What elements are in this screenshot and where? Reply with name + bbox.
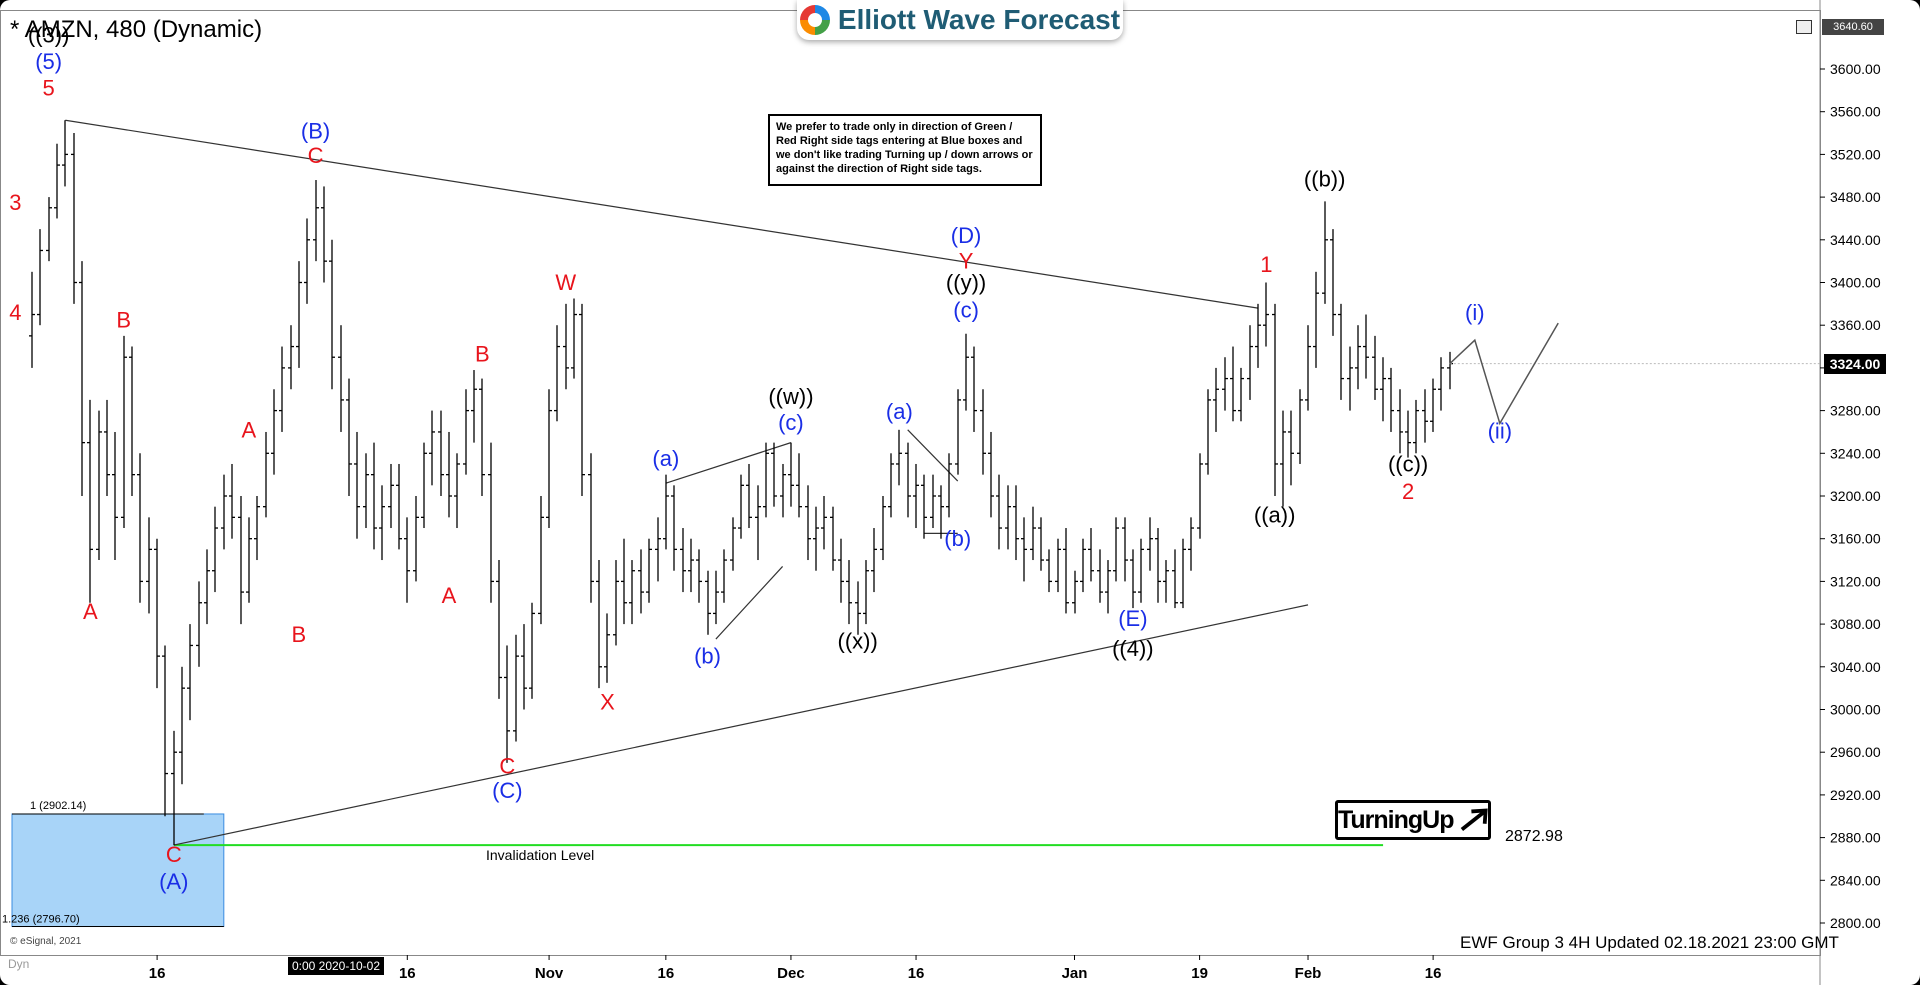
fib-label-bottom: 1.236 (2796.70) bbox=[2, 914, 80, 926]
wave-label: ((4)) bbox=[1112, 636, 1154, 661]
wave-label: (ii) bbox=[1488, 418, 1512, 443]
brand-logo-icon bbox=[799, 5, 830, 35]
x-tick-label: Nov bbox=[535, 965, 564, 982]
y-tick-label: 3440.00 bbox=[1830, 232, 1881, 248]
wave-label: W bbox=[555, 270, 576, 295]
x-tick-label: 16 bbox=[1425, 965, 1442, 982]
y-tick-label: 3520.00 bbox=[1830, 146, 1881, 162]
y-tick-label: 3560.00 bbox=[1830, 104, 1881, 120]
wave-label: B bbox=[475, 341, 490, 366]
trendline-upper bbox=[65, 119, 1259, 309]
x-tick-label: 19 bbox=[1191, 965, 1208, 982]
esignal-copyright: © eSignal, 2021 bbox=[10, 936, 82, 947]
wave-label: ((b)) bbox=[1304, 166, 1346, 191]
wave-label: X bbox=[600, 690, 615, 715]
wave-label: (A) bbox=[159, 869, 188, 894]
wave-label: 5 bbox=[43, 76, 55, 101]
wave-label: (D) bbox=[951, 223, 982, 248]
wave-label: C bbox=[499, 754, 515, 779]
trendline-lower bbox=[173, 604, 1309, 846]
turning-up-text: TurningUp bbox=[1338, 805, 1454, 834]
x-tick-label: Feb bbox=[1295, 965, 1322, 982]
wave-label: ((a)) bbox=[1254, 503, 1296, 528]
wave-label: A bbox=[442, 583, 457, 608]
x-tick-label: 16 bbox=[657, 965, 674, 982]
y-tick-label: 3600.00 bbox=[1830, 61, 1881, 77]
wave-label: ((c)) bbox=[1388, 451, 1428, 476]
chart-title: * AMZN, 480 (Dynamic) bbox=[10, 16, 263, 43]
wave-label: B bbox=[292, 622, 307, 647]
wave-label: (B) bbox=[301, 118, 330, 143]
y-tick-label: 3400.00 bbox=[1830, 275, 1881, 291]
wave-label: C bbox=[166, 842, 182, 867]
wave-label: 1 bbox=[1260, 252, 1272, 277]
wave-label: ((w)) bbox=[768, 384, 813, 409]
y-tick-label: 3160.00 bbox=[1830, 531, 1881, 547]
y-tick-label: 2920.00 bbox=[1830, 787, 1881, 803]
brand-banner: Elliott Wave Forecast bbox=[797, 0, 1123, 40]
trendline-dx-line2 bbox=[715, 566, 784, 640]
current-price-tag: 3324.00 bbox=[1824, 354, 1886, 374]
wave-label: B bbox=[116, 307, 131, 332]
wave-label: (E) bbox=[1118, 606, 1147, 631]
y-tick-label: 3120.00 bbox=[1830, 573, 1881, 589]
y-tick-label: 3080.00 bbox=[1830, 616, 1881, 632]
wave-label: ((x)) bbox=[838, 629, 878, 654]
trendline-dx-line1 bbox=[665, 442, 792, 484]
wave-label: 2 bbox=[1402, 479, 1414, 504]
y-tick-label: 3240.00 bbox=[1830, 445, 1881, 461]
y-tick-label: 2800.00 bbox=[1830, 915, 1881, 931]
dyn-label: Dyn bbox=[8, 957, 30, 971]
turning-up-badge: TurningUp bbox=[1335, 800, 1491, 840]
y-tick-label: 3480.00 bbox=[1830, 189, 1881, 205]
cursor-date-badge: 0:00 2020-10-02 bbox=[288, 957, 384, 975]
wave-label: (a) bbox=[886, 399, 913, 424]
wave-label: (a) bbox=[652, 446, 679, 471]
trendline-dx-line3 bbox=[907, 429, 959, 482]
trading-note: We prefer to trade only in direction of … bbox=[768, 114, 1042, 186]
wave-label: A bbox=[241, 417, 256, 442]
y-tick-label: 3040.00 bbox=[1830, 659, 1881, 675]
wave-label: ((y)) bbox=[946, 270, 986, 295]
invalidation-value: 2872.98 bbox=[1505, 828, 1563, 845]
wave-label: (C) bbox=[492, 778, 523, 803]
up-right-arrow-icon bbox=[1460, 808, 1488, 831]
wave-label: (b) bbox=[694, 644, 721, 669]
projection-path bbox=[1449, 322, 1559, 426]
y-tick-label: 2880.00 bbox=[1830, 830, 1881, 846]
y-tick-label: 3360.00 bbox=[1830, 317, 1881, 333]
wave-label: (c) bbox=[953, 298, 979, 323]
top-price-tag: 3640.60 bbox=[1822, 19, 1884, 35]
update-footer: EWF Group 3 4H Updated 02.18.2021 23:00 … bbox=[1460, 933, 1839, 952]
x-tick-label: 16 bbox=[908, 965, 925, 982]
wave-label: (5) bbox=[35, 49, 62, 74]
wave-label: Y bbox=[959, 249, 974, 274]
x-tick-label: 16 bbox=[399, 965, 416, 982]
wave-label: A bbox=[83, 599, 98, 624]
brand-name: Elliott Wave Forecast bbox=[837, 4, 1121, 35]
x-tick-label: Jan bbox=[1062, 965, 1088, 982]
y-tick-label: 2840.00 bbox=[1830, 872, 1881, 888]
x-tick-label: Dec bbox=[777, 965, 805, 982]
wave-label: C bbox=[308, 143, 324, 168]
x-tick-label: 16 bbox=[149, 965, 166, 982]
wave-label: 3 bbox=[9, 190, 21, 215]
invalidation-label: Invalidation Level bbox=[486, 847, 595, 863]
y-tick-label: 3280.00 bbox=[1830, 403, 1881, 419]
wave-label: (i) bbox=[1465, 300, 1485, 325]
blue-fib-box bbox=[11, 813, 225, 928]
wave-label: 4 bbox=[9, 300, 21, 325]
fib-label-top: 1 (2902.14) bbox=[30, 800, 86, 812]
wave-label: ((3)) bbox=[28, 22, 70, 47]
scale-toggle-icon[interactable] bbox=[1796, 20, 1812, 34]
wave-label: (c) bbox=[778, 410, 804, 435]
wave-label: (b) bbox=[944, 526, 971, 551]
y-tick-label: 3200.00 bbox=[1830, 488, 1881, 504]
y-tick-label: 2960.00 bbox=[1830, 744, 1881, 760]
y-tick-label: 3000.00 bbox=[1830, 702, 1881, 718]
